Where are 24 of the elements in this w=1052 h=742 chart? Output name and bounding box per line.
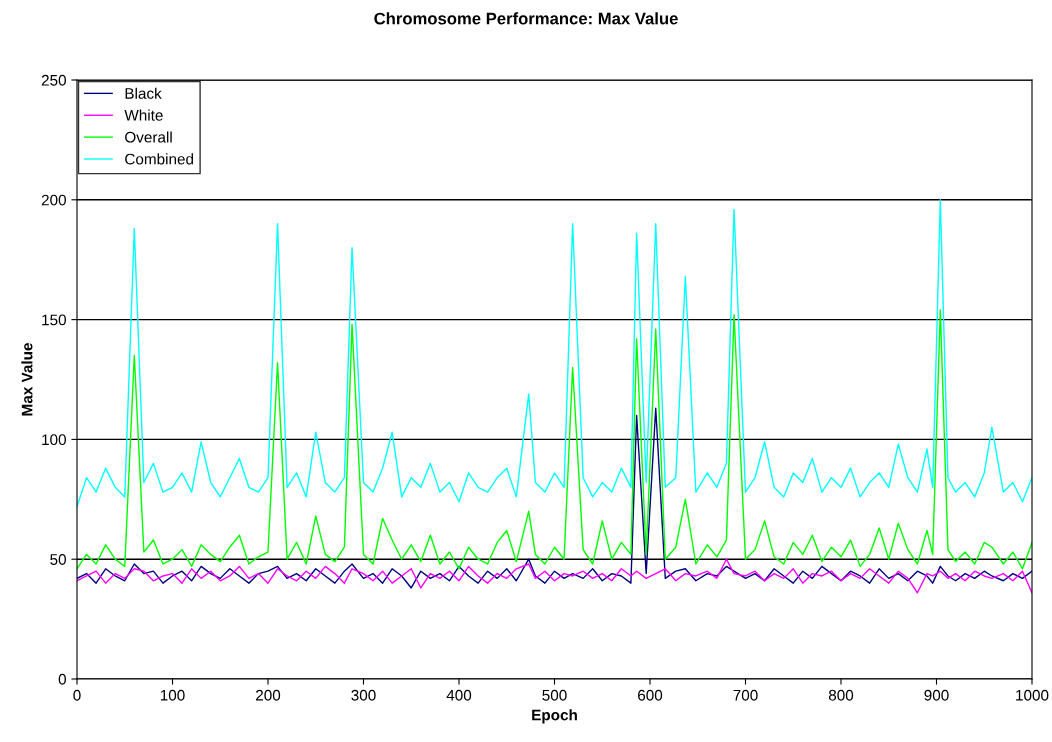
y-tick-label: 50 — [50, 554, 66, 565]
x-tick-label: 0 — [73, 689, 81, 701]
x-tick-label: 700 — [733, 689, 758, 701]
x-tick-label: 400 — [446, 689, 472, 701]
x-axis-title: Epoch — [532, 709, 577, 724]
x-tick-label: 800 — [828, 689, 854, 701]
x-tick-label: 600 — [638, 689, 663, 701]
x-tick-label: 100 — [160, 689, 185, 701]
y-tick-label: 100 — [42, 434, 66, 446]
y-axis-title: Max Value — [21, 343, 33, 416]
x-tick-label: 900 — [924, 689, 949, 701]
y-tick-label: 200 — [41, 194, 66, 206]
y-tick-label: 250 — [41, 74, 66, 86]
legend-label: Combined — [125, 153, 194, 165]
legend-label: Black — [125, 87, 162, 99]
x-tick-label: 500 — [542, 689, 567, 701]
y-tick-label: 0 — [58, 673, 66, 685]
x-tick-label: 300 — [351, 689, 376, 701]
x-tick-label: 1000 — [1016, 689, 1049, 701]
legend-label: Overall — [125, 131, 172, 143]
chart-title: Chromosome Performance: Max Value — [374, 12, 678, 25]
x-tick-label: 200 — [256, 689, 281, 701]
y-tick-label: 150 — [42, 314, 66, 326]
legend-label: White — [124, 109, 163, 121]
